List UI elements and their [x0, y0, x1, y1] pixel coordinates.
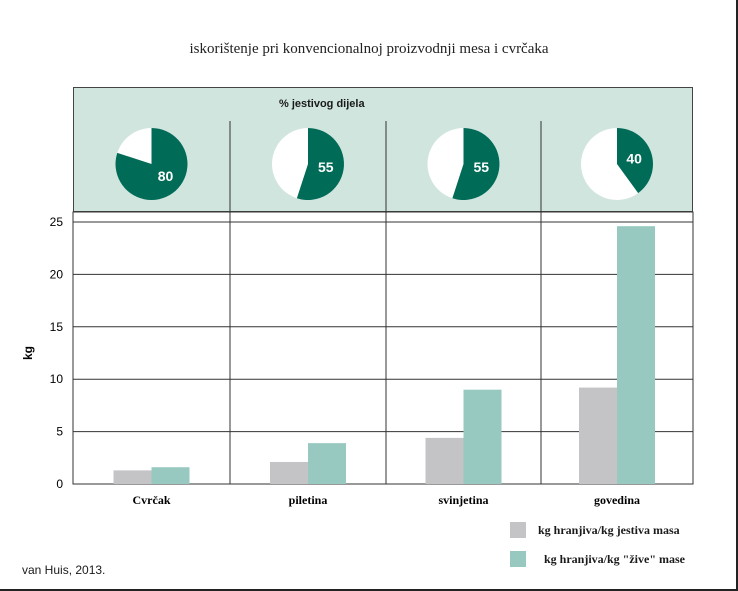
legend-item-1: kg hranjiva/kg jestiva masa [510, 522, 680, 538]
source-note: van Huis, 2013. [22, 563, 106, 577]
pie-3-slice [452, 128, 500, 200]
bar-1-3 [425, 437, 464, 484]
bar-2-4 [617, 226, 655, 484]
legend-label-2: kg hranjiva/kg "žive" mase [544, 551, 685, 566]
y-tick-label-25: 25 [50, 215, 64, 229]
y-tick-label-0: 0 [56, 477, 63, 491]
bar-1-1 [113, 470, 152, 484]
pie-3-label: 55 [473, 159, 489, 175]
bar-1-4 [579, 387, 617, 484]
x-category-label-4: govedina [594, 493, 640, 507]
bar-2-2 [308, 443, 346, 484]
pie-2-label: 55 [318, 159, 334, 175]
y-tick-label-20: 20 [50, 267, 64, 281]
bar-2-3 [463, 389, 502, 484]
y-axis-label: kg [21, 346, 35, 360]
legend-swatch-2 [510, 551, 526, 567]
x-category-label-2: piletina [289, 493, 328, 507]
x-category-label-3: svinjetina [438, 493, 488, 507]
pie-2-slice [296, 128, 344, 200]
legend-label-1: kg hranjiva/kg jestiva masa [538, 522, 680, 537]
pie-4-label: 40 [626, 150, 642, 166]
bar-2-1 [151, 467, 190, 484]
y-tick-label-10: 10 [50, 372, 64, 386]
legend-item-2: kg hranjiva/kg "žive" mase [510, 551, 685, 567]
pie-1-label: 80 [158, 168, 174, 184]
x-category-label-1: Cvrčak [133, 493, 171, 507]
pie-1-slice [115, 128, 188, 201]
y-tick-label-15: 15 [50, 320, 64, 334]
legend-swatch-1 [510, 522, 526, 538]
pie-4-slice [617, 128, 654, 194]
pie-panel-heading: % jestivog dijela [279, 98, 365, 110]
y-tick-label-5: 5 [56, 425, 63, 439]
bar-1-2 [270, 461, 308, 484]
chart-title: iskorištenje pri konvencionalnoj proizvo… [189, 41, 549, 57]
